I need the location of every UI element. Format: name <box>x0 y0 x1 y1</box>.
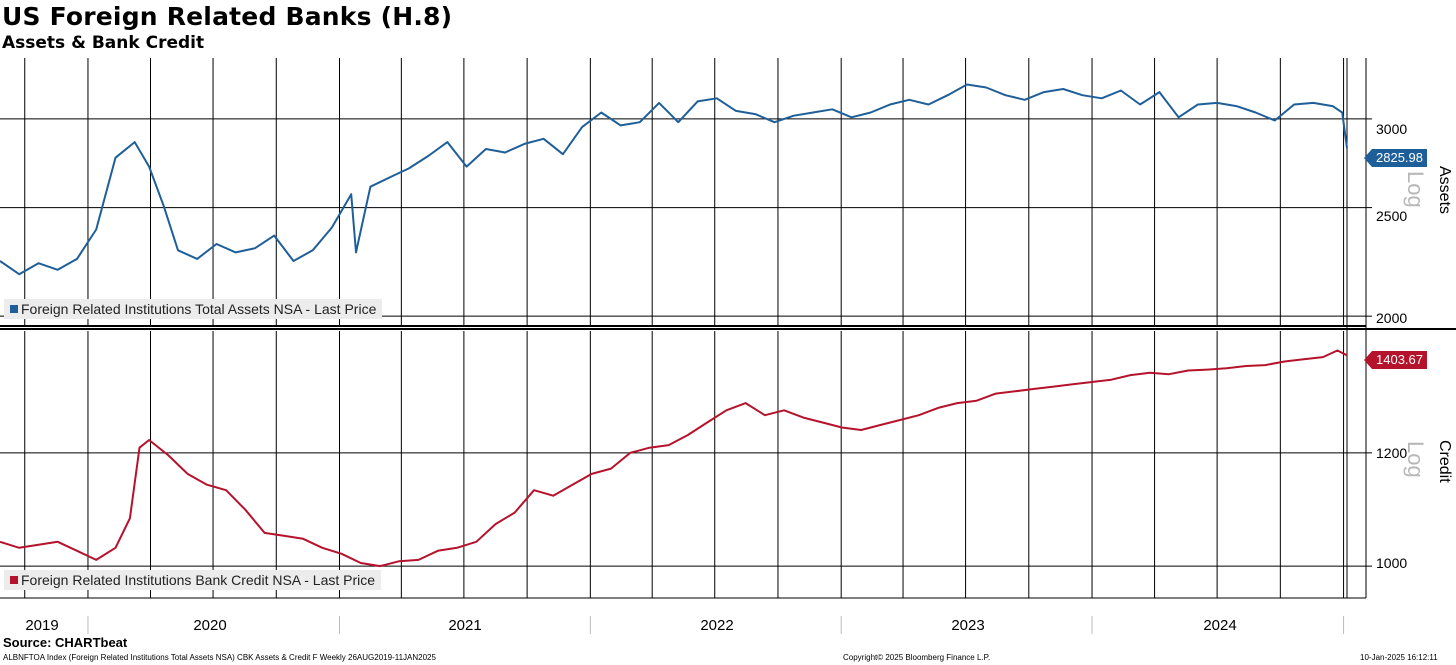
series-line-assets <box>0 83 1348 276</box>
x-label-2023: 2023 <box>951 617 985 634</box>
chart-title: US Foreign Related Banks (H.8) <box>2 2 453 31</box>
footer-index-info: ALBNFTOA Index (Foreign Related Institut… <box>3 653 436 662</box>
legend-swatch-credit <box>10 576 18 584</box>
log-label-assets: Log <box>1403 171 1428 208</box>
panel-label-assets: Assets <box>1436 166 1453 215</box>
last-value-tag-credit: 1403.67 <box>1364 351 1427 369</box>
x-label-2020: 2020 <box>193 617 227 634</box>
ytick-credit-1000: 1000 <box>1376 555 1408 571</box>
x-label-2022: 2022 <box>700 617 734 634</box>
legend-swatch-assets <box>10 305 18 313</box>
log-label-credit: Log <box>1403 441 1428 478</box>
chart-subtitle: Assets & Bank Credit <box>2 33 205 53</box>
footer-copyright: Copyright© 2025 Bloomberg Finance L.P. <box>843 653 991 662</box>
source-label: Source: CHARTbeat <box>3 635 128 650</box>
legend-credit: Foreign Related Institutions Bank Credit… <box>4 570 382 590</box>
x-label-2021: 2021 <box>448 617 482 634</box>
x-label-2024: 2024 <box>1203 617 1237 634</box>
legend-label-credit: Foreign Related Institutions Bank Credit… <box>21 572 376 588</box>
series-layer <box>0 83 1348 568</box>
legend-assets: Foreign Related Institutions Total Asset… <box>4 299 383 319</box>
panel-label-credit: Credit <box>1436 440 1453 483</box>
x-label-2019: 2019 <box>25 617 59 634</box>
ytick-assets-3000: 3000 <box>1376 121 1408 137</box>
series-line-credit <box>0 349 1348 568</box>
ytick-credit-1200: 1200 <box>1376 445 1408 461</box>
grid-layer <box>0 58 1456 634</box>
last-value-tag-assets: 2825.98 <box>1364 149 1427 167</box>
ytick-assets-2000: 2000 <box>1376 310 1408 326</box>
legend-label-assets: Foreign Related Institutions Total Asset… <box>21 301 377 317</box>
ytick-assets-2500: 2500 <box>1376 208 1408 224</box>
footer-timestamp: 10-Jan-2025 16:12:11 <box>1360 653 1438 662</box>
